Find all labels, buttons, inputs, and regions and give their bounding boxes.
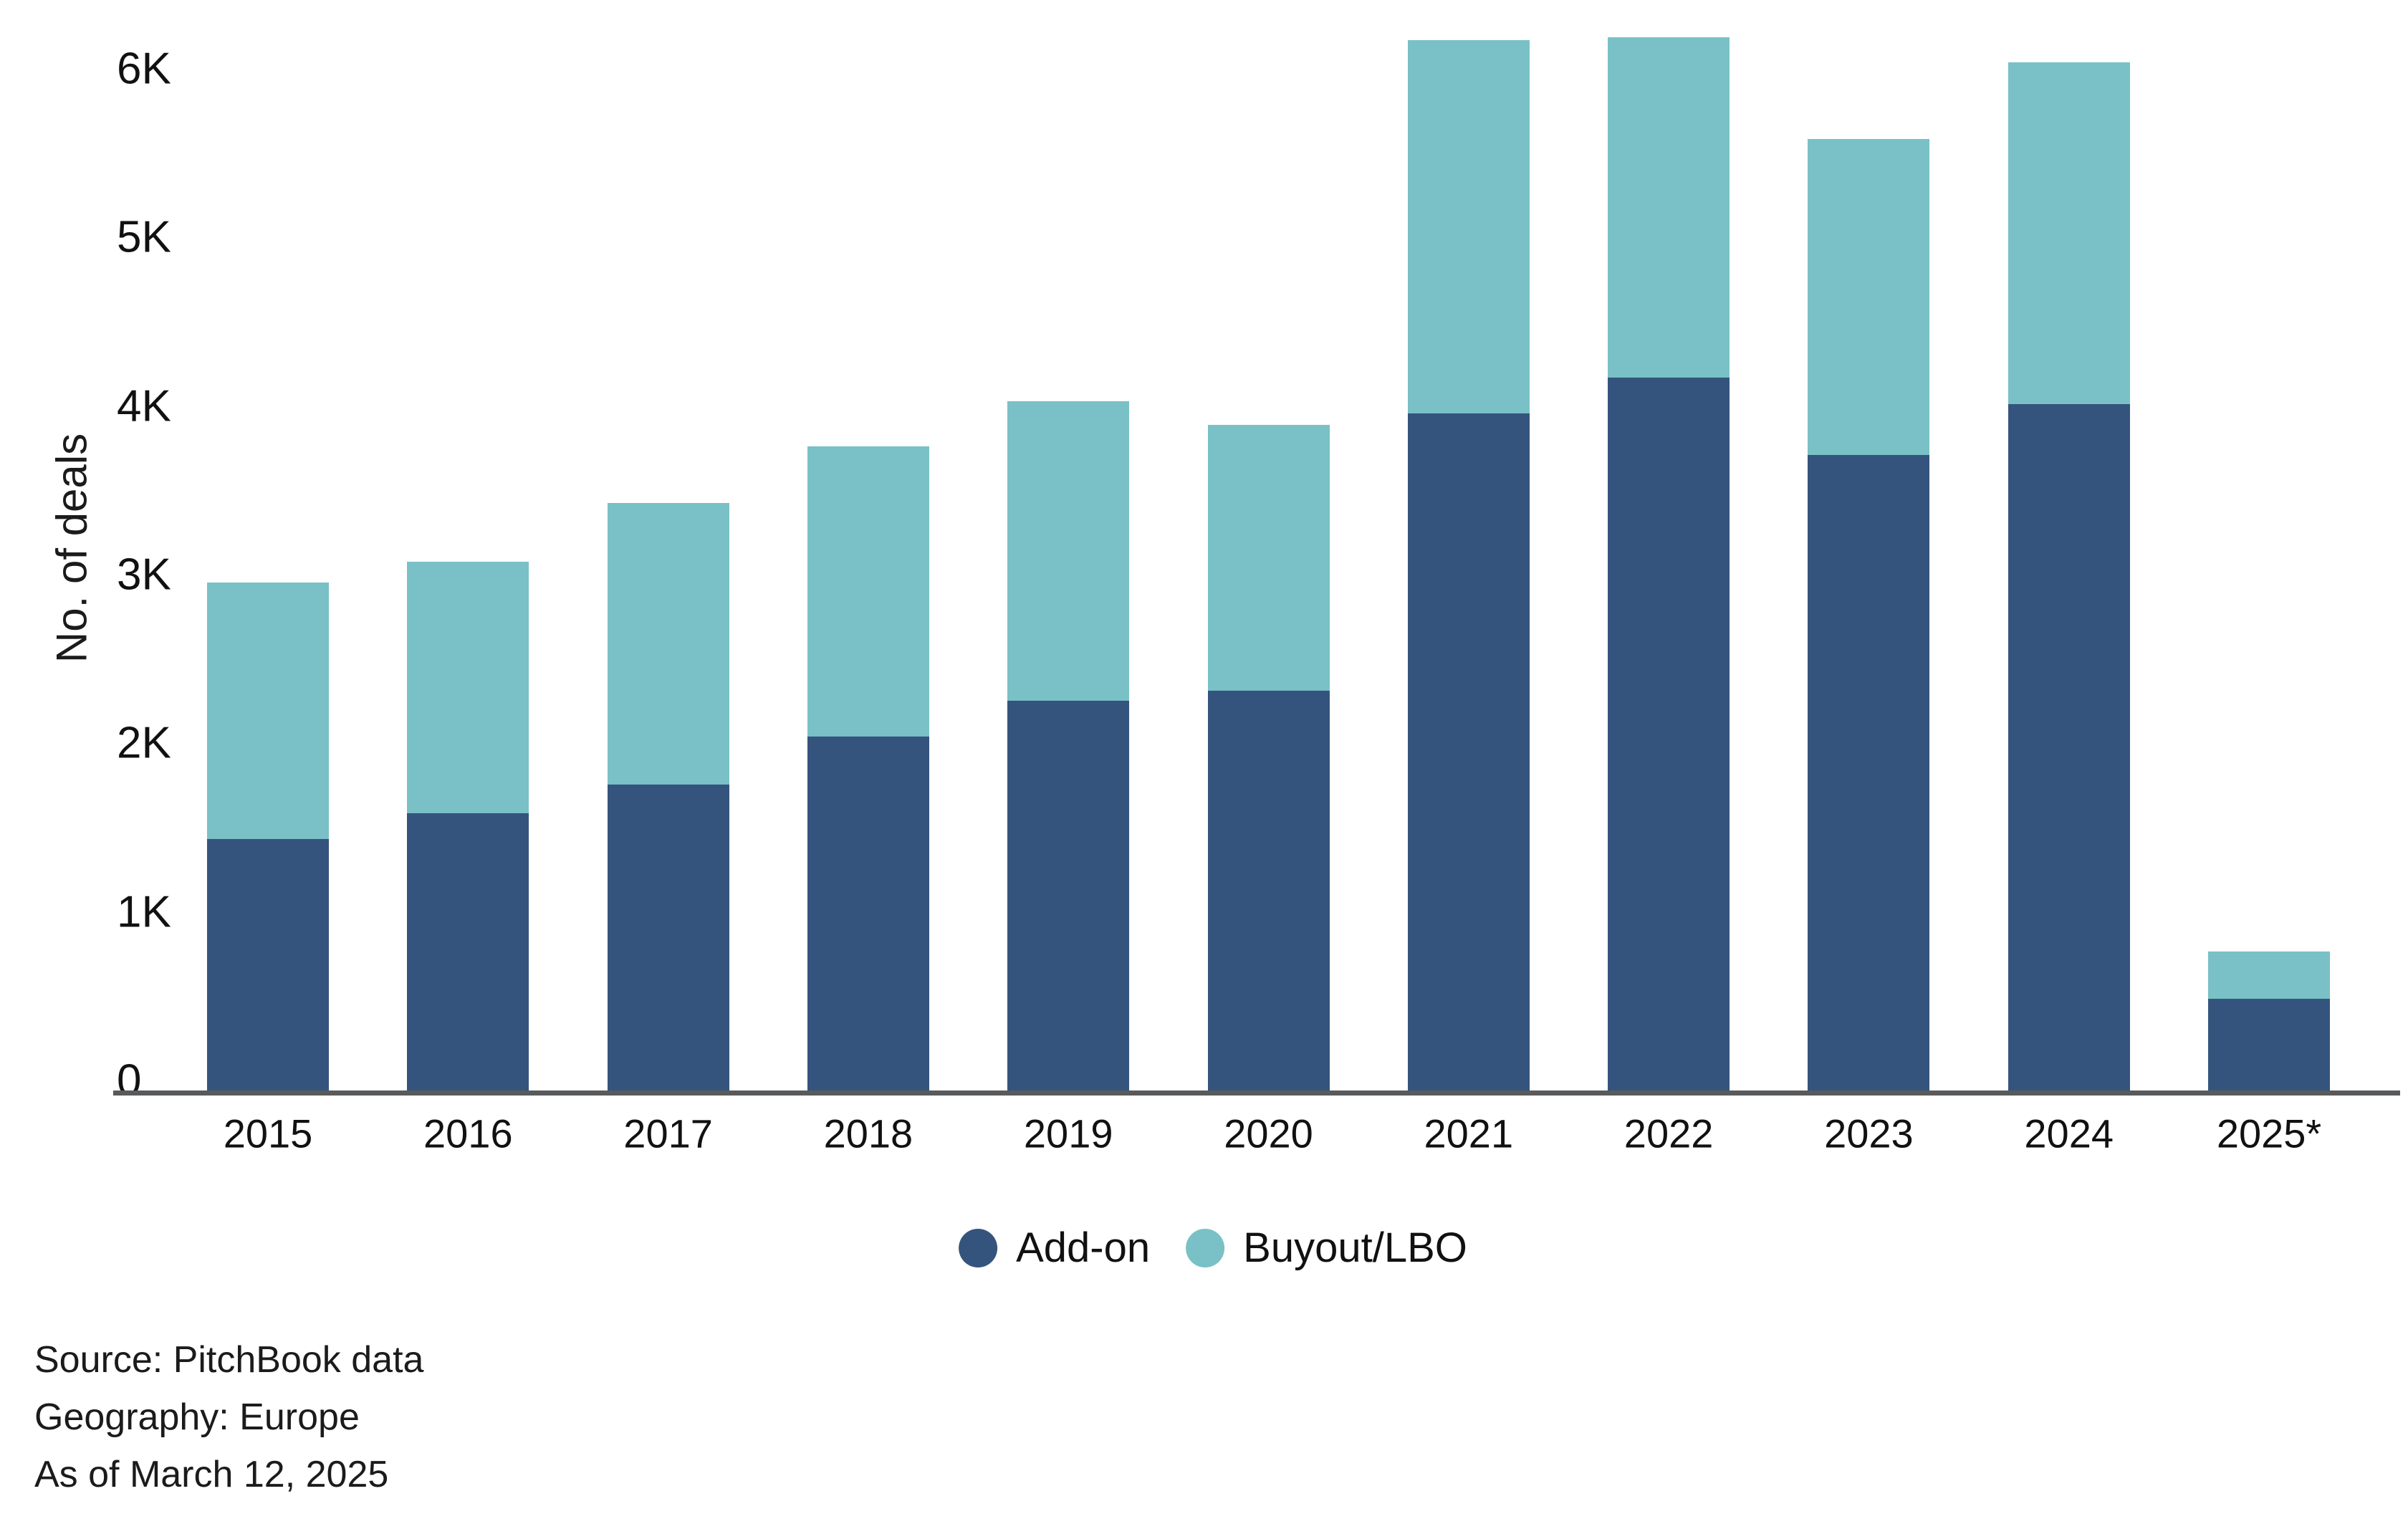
bar-2025 <box>2208 951 2330 1090</box>
y-tick-label-0: 0 <box>117 1055 142 1106</box>
x-tick-label-2019: 2019 <box>1023 1111 1113 1156</box>
footer-notes: Source: PitchBook data Geography: Europe… <box>34 1331 423 1503</box>
bar-2021-buyout-lbo-segment <box>1407 40 1530 413</box>
bar-2021-add-on-segment <box>1407 413 1530 1090</box>
x-tick-label-2021: 2021 <box>1424 1111 1514 1156</box>
x-axis-line <box>113 1090 2400 1096</box>
bar-2024 <box>2008 62 2130 1090</box>
x-tick-label-2023: 2023 <box>1824 1111 1914 1156</box>
bar-2015-buyout-lbo-segment <box>207 583 329 839</box>
bar-2023-add-on-segment <box>1808 455 1930 1090</box>
bar-2018 <box>807 446 929 1090</box>
x-tick-label-2025: 2025* <box>2216 1111 2322 1156</box>
bar-2015 <box>207 583 329 1090</box>
footer-as-of: As of March 12, 2025 <box>34 1454 389 1495</box>
y-tick-label-1k: 1K <box>117 887 171 937</box>
bar-2019-buyout-lbo-segment <box>1007 401 1130 701</box>
x-tick-label-2022: 2022 <box>1623 1111 1714 1156</box>
bar-2019-add-on-segment <box>1007 701 1130 1090</box>
bar-2025-add-on-segment <box>2208 999 2330 1090</box>
y-tick-label-2k: 2K <box>117 718 171 768</box>
bar-2018-buyout-lbo-segment <box>807 446 929 737</box>
legend-swatch-add-on-icon <box>959 1228 998 1267</box>
x-tick-label-2017: 2017 <box>623 1111 713 1156</box>
bar-2017 <box>607 503 729 1090</box>
y-axis-title: No. of deals <box>47 433 96 663</box>
y-tick-label-3k: 3K <box>117 550 171 600</box>
bar-2024-add-on-segment <box>2008 404 2130 1090</box>
bar-2022-buyout-lbo-segment <box>1608 37 1730 378</box>
bar-2021 <box>1407 40 1530 1090</box>
bar-2018-add-on-segment <box>807 737 929 1090</box>
legend: Add-on Buyout/LBO <box>959 1224 1467 1272</box>
y-tick-label-5k: 5K <box>117 212 171 262</box>
x-tick-label-2016: 2016 <box>423 1111 513 1156</box>
legend-item-buyout-lbo: Buyout/LBO <box>1186 1224 1467 1272</box>
legend-label-add-on: Add-on <box>1016 1224 1151 1271</box>
bar-2020-add-on-segment <box>1207 691 1330 1090</box>
bar-2017-buyout-lbo-segment <box>607 503 729 785</box>
footer-geography: Geography: Europe <box>34 1396 360 1438</box>
y-tick-label-4k: 4K <box>117 381 171 431</box>
bar-2015-add-on-segment <box>207 839 329 1090</box>
bar-2016 <box>407 562 529 1090</box>
x-tick-label-2024: 2024 <box>2024 1111 2114 1156</box>
stacked-bar-chart: No. of deals 0 1K 2K 3K 4K 5K 6K 2015 2016 2017 2… <box>47 37 2400 1156</box>
bar-2019 <box>1007 401 1130 1090</box>
bar-2022 <box>1608 37 1730 1090</box>
footer-source: Source: PitchBook data <box>34 1339 424 1381</box>
bar-2024-buyout-lbo-segment <box>2008 62 2130 404</box>
bar-2017-add-on-segment <box>607 785 729 1090</box>
legend-item-add-on: Add-on <box>959 1224 1150 1272</box>
bar-2022-add-on-segment <box>1608 378 1730 1090</box>
bar-2016-add-on-segment <box>407 813 529 1090</box>
x-tick-label-2015: 2015 <box>223 1111 313 1156</box>
bar-2025-buyout-lbo-segment <box>2208 951 2330 999</box>
bar-2020 <box>1207 425 1330 1090</box>
legend-label-buyout-lbo: Buyout/LBO <box>1243 1224 1467 1271</box>
x-tick-label-2020: 2020 <box>1224 1111 1313 1156</box>
bar-2023-buyout-lbo-segment <box>1808 139 1930 455</box>
bar-2023 <box>1808 139 1930 1090</box>
legend-swatch-buyout-lbo-icon <box>1186 1228 1225 1267</box>
x-tick-label-2018: 2018 <box>823 1111 913 1156</box>
bar-2020-buyout-lbo-segment <box>1207 425 1330 691</box>
bar-2016-buyout-lbo-segment <box>407 562 529 813</box>
y-tick-label-6k: 6K <box>117 44 171 94</box>
